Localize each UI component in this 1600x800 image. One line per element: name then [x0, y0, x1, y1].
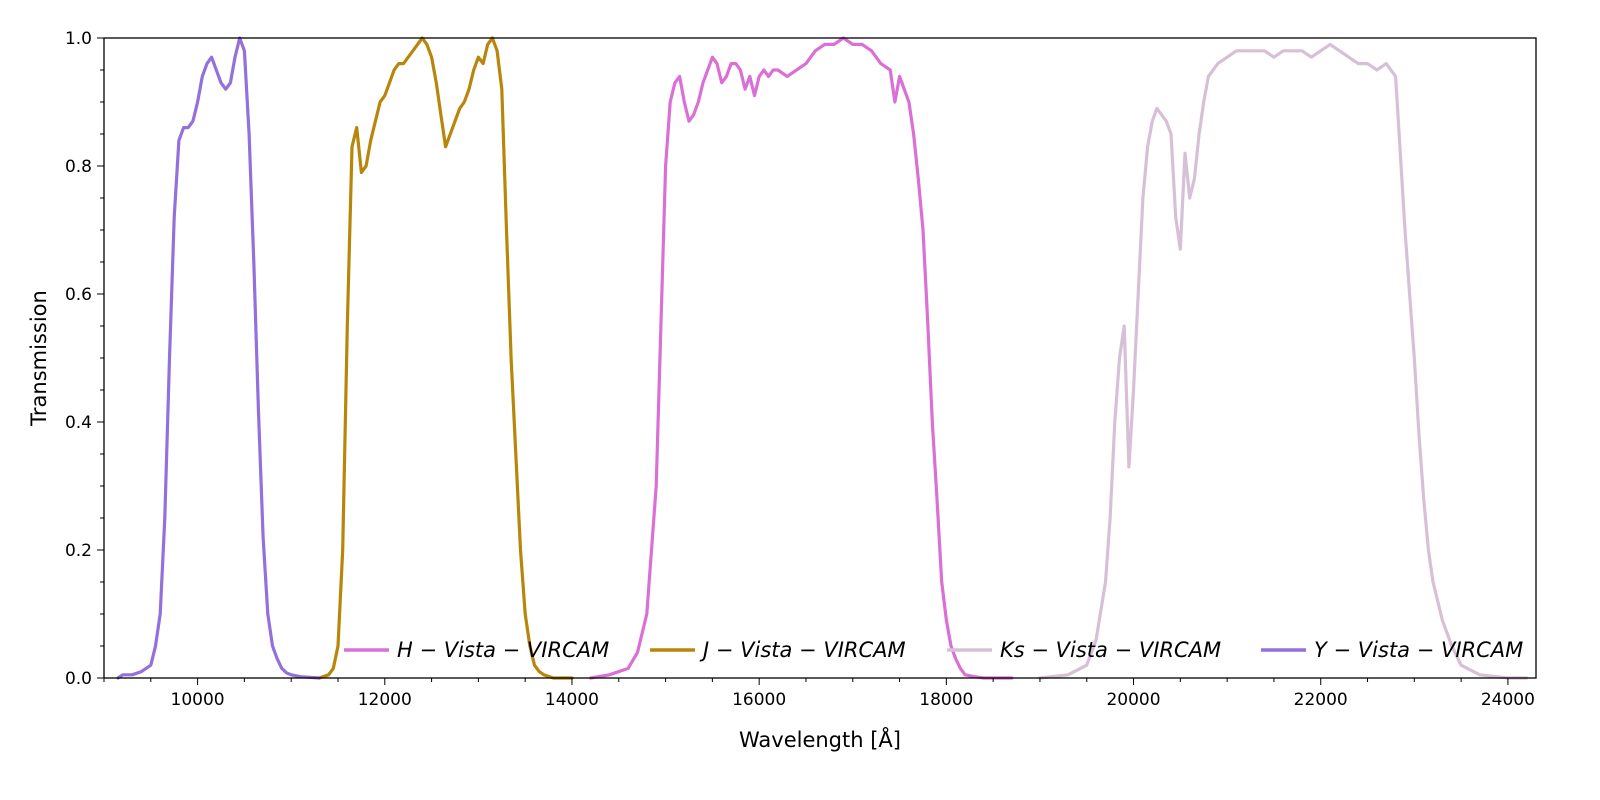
- x-tick-label: 12000: [358, 690, 412, 710]
- plot-lines: [116, 36, 1529, 680]
- x-tick-label: 24000: [1481, 690, 1535, 710]
- x-tick-label: 14000: [545, 690, 599, 710]
- x-axis-title: Wavelength [Å]: [739, 726, 901, 752]
- legend-label-1: J − Vista − VIRCAM: [699, 638, 906, 662]
- x-tick-label: 18000: [919, 690, 973, 710]
- x-tick-label: 16000: [732, 690, 786, 710]
- y-axis: 0.0 0.2 0.4 0.6 0.8 1.0: [65, 29, 104, 689]
- legend-label-3: Y − Vista − VIRCAM: [1314, 638, 1523, 662]
- plot-frame: [103, 37, 1537, 679]
- y-tick-label: 0.2: [65, 541, 92, 561]
- y-tick-label: 0.8: [65, 157, 92, 177]
- legend-label-0: H − Vista − VIRCAM: [397, 638, 609, 662]
- x-axis: 10000 12000 14000 16000 18000 20000 22000 24000: [103, 678, 1535, 710]
- series-line-3: [116, 36, 321, 680]
- legend-label-2: Ks − Vista − VIRCAM: [1000, 638, 1221, 662]
- x-tick-label: 20000: [1106, 690, 1160, 710]
- x-tick-label: 22000: [1294, 690, 1348, 710]
- series-line-1: [317, 36, 574, 680]
- y-tick-label: 0.6: [65, 285, 92, 305]
- y-tick-label: 0.0: [65, 669, 92, 689]
- series-line-2: [1038, 42, 1529, 680]
- y-axis-title: Transmission: [27, 290, 51, 427]
- legend: H − Vista − VIRCAM J − Vista − VIRCAM Ks −…: [344, 638, 1523, 662]
- series-line-0: [589, 36, 1014, 680]
- y-tick-label: 0.4: [65, 413, 92, 433]
- y-tick-label: 1.0: [65, 29, 92, 49]
- x-tick-label: 10000: [171, 690, 225, 710]
